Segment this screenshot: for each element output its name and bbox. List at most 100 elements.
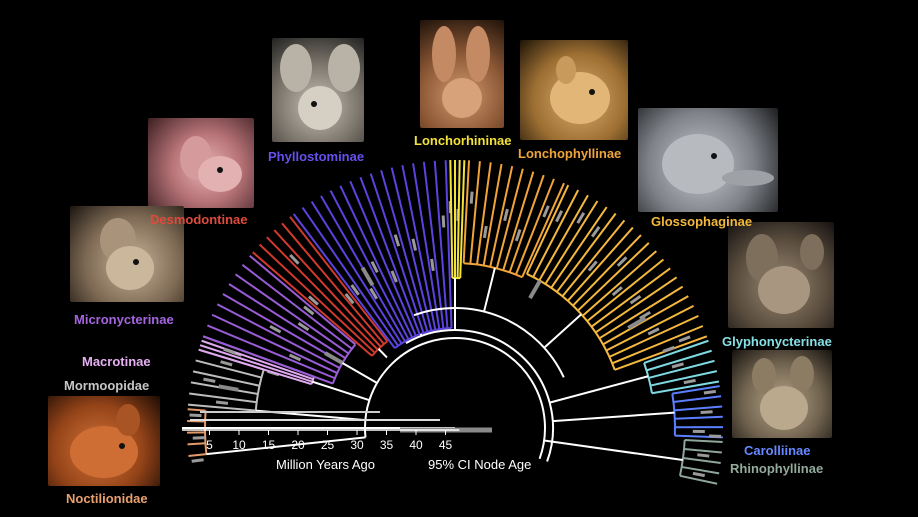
tip-branch-micronycterinae: [207, 324, 336, 380]
phyllostominae-photo: [272, 38, 364, 142]
tip-branch-glossophaginae: [590, 267, 671, 328]
ci-bar: [360, 266, 375, 287]
backbone-arc-inner: [405, 329, 554, 462]
ci-bar: [692, 471, 706, 478]
tip-branch-mormoopidae: [195, 359, 262, 379]
tip-branch-lonchophyllinae: [495, 168, 524, 269]
tip-branch-macrotinae: [198, 348, 312, 386]
ci-bar: [344, 293, 355, 305]
tip-branch-desmodontinae: [289, 216, 389, 342]
ci-bar: [289, 253, 300, 265]
ci-bar: [350, 284, 360, 296]
label-carolliinae: Carolliinae: [744, 443, 811, 458]
tip-branch-desmodontinae: [266, 236, 379, 351]
tip-branch-lonchophyllinae: [469, 161, 481, 264]
tip-branch-macrotinae: [199, 344, 313, 383]
ci-bar: [482, 225, 488, 239]
carolliinae-photo: [732, 350, 832, 438]
tip-branch-micronycterinae: [216, 303, 341, 369]
desmodontinae-photo: [148, 118, 254, 208]
tip-branch-phyllostominae: [433, 160, 449, 329]
tip-branch-phyllostominae: [292, 213, 396, 349]
ci-bar: [469, 191, 474, 204]
tip-branch-phyllostominae: [369, 173, 425, 334]
tip-branch-phyllostominae: [380, 170, 429, 333]
tip-branch-mormoopidae: [192, 370, 260, 387]
tip-branch-micronycterinae: [222, 293, 343, 364]
ci-bar: [528, 279, 542, 300]
ci-bar: [223, 347, 236, 355]
ci-bar: [297, 322, 310, 332]
glossophaginae-photo: [638, 108, 778, 212]
ci-bar: [703, 389, 717, 395]
ci-bar: [288, 353, 302, 362]
backbone-branch: [543, 313, 583, 349]
tip-branch-noctilionidae: [188, 453, 207, 458]
ci-bar: [191, 458, 204, 463]
tip-branch-glossophaginae: [608, 314, 699, 358]
tip-branch-glossophaginae: [544, 200, 599, 285]
ci-bar: [220, 360, 233, 367]
ci-bar: [700, 410, 713, 415]
lonchophyllinae-photo: [520, 40, 628, 140]
tip-branch-desmodontinae: [252, 251, 373, 357]
ci-bar: [647, 327, 660, 336]
ci-bar: [390, 270, 398, 283]
ci-bar: [639, 310, 651, 320]
tip-branch-phyllostominae: [390, 167, 433, 332]
tip-branch-glossophaginae: [605, 305, 695, 352]
ci-bar: [411, 238, 418, 251]
label-glyphonycterinae: Glyphonycterinae: [722, 334, 832, 349]
tip-branch-lonchorhininae: [456, 160, 461, 279]
tip-branch-desmodontinae: [281, 222, 385, 345]
ci-bar: [514, 229, 522, 242]
ci-bar: [697, 453, 710, 458]
ci-bar: [576, 212, 586, 224]
tip-branch-mormoopidae: [187, 403, 256, 412]
backbone-branch: [312, 380, 370, 402]
tip-branch-micronycterinae: [202, 335, 334, 385]
tip-branch-carolliinae: [674, 405, 723, 412]
tip-branch-glossophaginae: [572, 234, 642, 307]
tip-branch-glossophaginae: [561, 219, 626, 297]
tip-branch-lonchorhininae: [449, 160, 454, 279]
tip-branch-glossophaginae: [602, 295, 689, 346]
tip-branch-lonchophyllinae: [514, 178, 555, 276]
label-rhinophyllinae: Rhinophyllinae: [730, 461, 824, 476]
tip-branch-phyllostominae: [422, 161, 445, 329]
backbone-arc: [364, 337, 546, 460]
tip-branch-phyllostominae: [329, 190, 410, 340]
tip-branch-carolliinae: [674, 415, 723, 420]
tip-branch-glyphonycterinae: [648, 359, 715, 379]
ci-bar: [587, 260, 598, 272]
clade-arc-lonchophyllinae: [463, 262, 523, 279]
tip-branch-glossophaginae: [556, 212, 617, 293]
tip-branch-lonchophyllinae: [502, 171, 535, 271]
tip-branch-glossophaginae: [598, 285, 684, 340]
ci-bar: [611, 286, 623, 297]
backbone-branch: [419, 333, 423, 337]
tip-branch-phyllostominae: [359, 176, 421, 335]
tip-branch-glyphonycterinae: [650, 370, 718, 387]
label-lonchophyllinae: Lonchophyllinae: [518, 146, 622, 161]
tip-branch-noctilionidae: [187, 442, 206, 446]
ci-bar: [590, 226, 601, 238]
ci-bar: [662, 345, 675, 353]
tip-branch-noctilionidae: [187, 408, 206, 412]
ci-bar: [542, 205, 550, 218]
tip-branch-rhinophyllinae: [682, 457, 721, 464]
ci-bar: [303, 305, 315, 316]
ci-bar: [189, 413, 202, 418]
ci-bar: [393, 234, 401, 247]
tip-branch-mormoopidae: [189, 392, 257, 404]
ci-bar: [555, 210, 564, 223]
tip-branch-phyllostominae: [412, 163, 441, 330]
ci-bar: [307, 295, 319, 306]
clade-arc-carolliinae: [671, 393, 676, 436]
tip-branch-phyllostominae: [339, 185, 414, 339]
tip-branch-glossophaginae: [611, 325, 704, 365]
tip-branch-rhinophyllinae: [684, 439, 723, 444]
tip-branch-glossophaginae: [614, 335, 708, 371]
ci-bar: [218, 384, 239, 392]
tip-branch-glossophaginae: [582, 250, 657, 317]
